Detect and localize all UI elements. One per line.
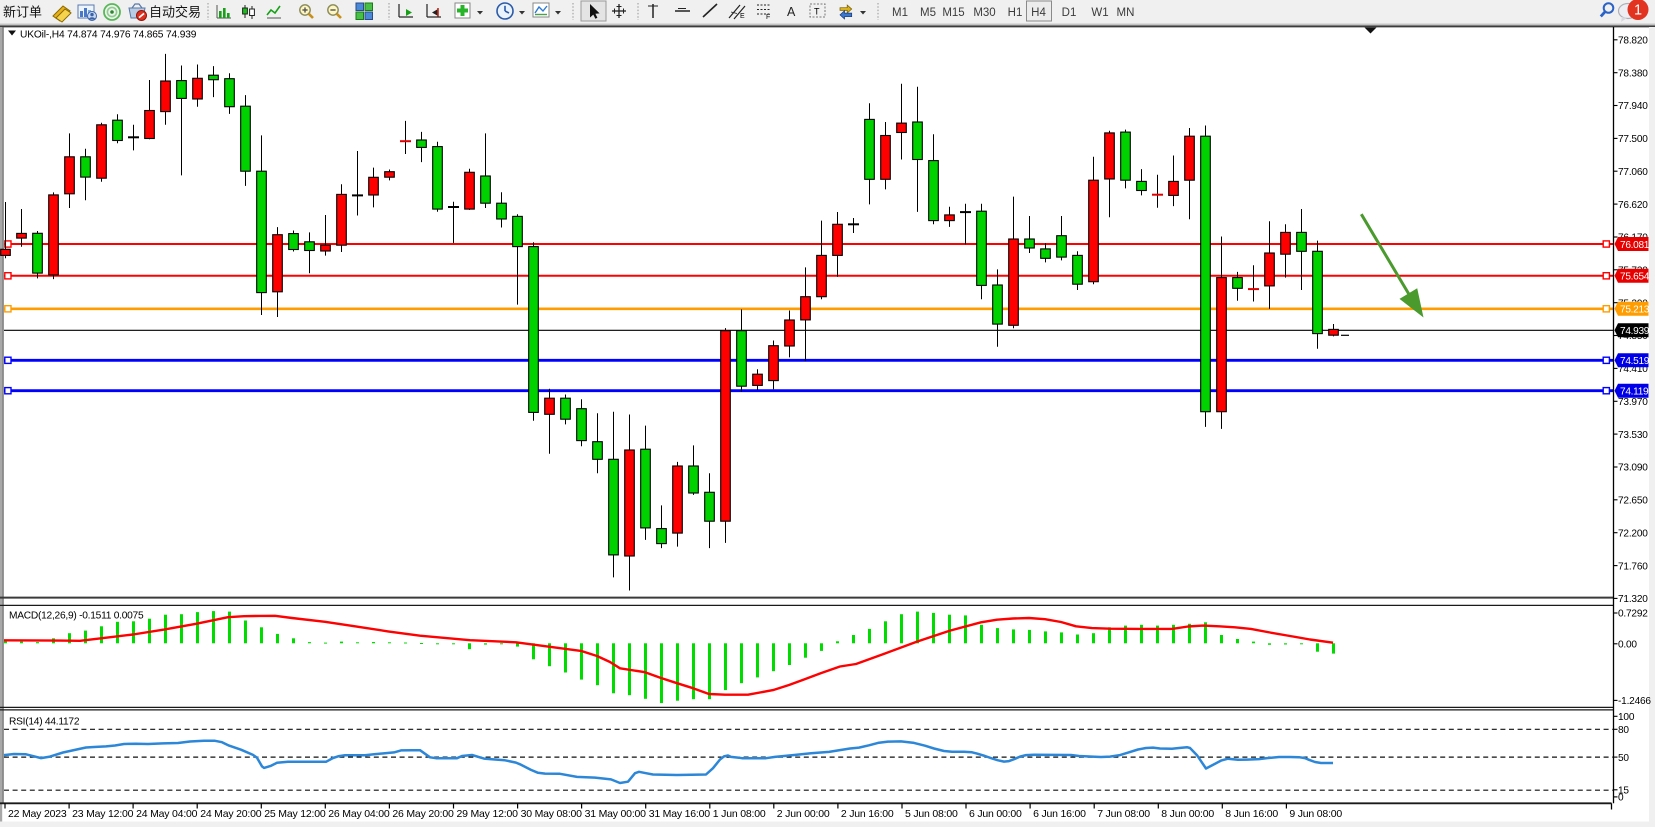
svg-text:50: 50 bbox=[1618, 753, 1629, 764]
svg-text:H1: H1 bbox=[1008, 7, 1023, 19]
svg-text:31 May 00:00: 31 May 00:00 bbox=[585, 808, 647, 820]
svg-text:A: A bbox=[787, 5, 796, 19]
svg-text:75.654: 75.654 bbox=[1620, 272, 1650, 283]
svg-text:78.820: 78.820 bbox=[1618, 36, 1648, 47]
svg-text:8 Jun 00:00: 8 Jun 00:00 bbox=[1161, 808, 1214, 820]
svg-text:73.090: 73.090 bbox=[1618, 463, 1648, 474]
svg-text:71.760: 71.760 bbox=[1618, 561, 1648, 572]
svg-text:77.060: 77.060 bbox=[1618, 167, 1648, 178]
svg-text:74.410: 74.410 bbox=[1618, 364, 1648, 375]
svg-text:F: F bbox=[766, 14, 770, 21]
svg-text:1: 1 bbox=[1634, 3, 1642, 19]
svg-text:T: T bbox=[814, 7, 820, 17]
svg-text:0.00: 0.00 bbox=[1618, 640, 1637, 651]
svg-text:25 May 12:00: 25 May 12:00 bbox=[264, 808, 326, 820]
svg-text:76.620: 76.620 bbox=[1618, 200, 1648, 211]
svg-text:6 Jun 16:00: 6 Jun 16:00 bbox=[1033, 808, 1086, 820]
svg-text:新订单: 新订单 bbox=[3, 5, 42, 20]
svg-text:100: 100 bbox=[1618, 712, 1635, 723]
svg-text:UKOil-,H4 74.874 74.976 74.86: UKOil-,H4 74.874 74.976 74.865 74.939 bbox=[20, 29, 197, 40]
svg-text:24 May 04:00: 24 May 04:00 bbox=[136, 808, 198, 820]
svg-text:71.320: 71.320 bbox=[1618, 594, 1648, 605]
svg-text:9 Jun 08:00: 9 Jun 08:00 bbox=[1289, 808, 1342, 820]
svg-text:6 Jun 00:00: 6 Jun 00:00 bbox=[969, 808, 1022, 820]
svg-text:15: 15 bbox=[1618, 786, 1629, 797]
svg-text:75.213: 75.213 bbox=[1620, 305, 1650, 316]
svg-text:72.650: 72.650 bbox=[1618, 496, 1648, 507]
svg-text:29 May 12:00: 29 May 12:00 bbox=[457, 808, 519, 820]
svg-text:73.970: 73.970 bbox=[1618, 397, 1648, 408]
svg-text:W1: W1 bbox=[1091, 7, 1108, 19]
svg-text:H4: H4 bbox=[1031, 7, 1046, 19]
svg-text:77.940: 77.940 bbox=[1618, 101, 1648, 112]
svg-text:D1: D1 bbox=[1062, 7, 1077, 19]
svg-text:24 May 20:00: 24 May 20:00 bbox=[200, 808, 262, 820]
svg-text:80: 80 bbox=[1618, 725, 1629, 736]
svg-text:MN: MN bbox=[1117, 7, 1135, 19]
svg-text:2 Jun 16:00: 2 Jun 16:00 bbox=[841, 808, 894, 820]
svg-text:23 May 12:00: 23 May 12:00 bbox=[72, 808, 134, 820]
svg-text:7 Jun 08:00: 7 Jun 08:00 bbox=[1097, 808, 1150, 820]
svg-text:M1: M1 bbox=[892, 7, 908, 19]
svg-text:0: 0 bbox=[1618, 793, 1624, 804]
svg-text:8 Jun 16:00: 8 Jun 16:00 bbox=[1225, 808, 1278, 820]
svg-text:1 Jun 08:00: 1 Jun 08:00 bbox=[713, 808, 766, 820]
svg-text:M5: M5 bbox=[920, 7, 936, 19]
svg-text:72.200: 72.200 bbox=[1618, 528, 1648, 539]
svg-text:74.119: 74.119 bbox=[1620, 387, 1649, 398]
svg-text:26 May 20:00: 26 May 20:00 bbox=[392, 808, 454, 820]
svg-text:73.530: 73.530 bbox=[1618, 430, 1648, 441]
svg-text:74.939: 74.939 bbox=[1620, 326, 1650, 337]
svg-text:M30: M30 bbox=[973, 7, 995, 19]
svg-text:31 May 16:00: 31 May 16:00 bbox=[649, 808, 711, 820]
svg-text:E: E bbox=[740, 13, 745, 20]
svg-text:-1.2466: -1.2466 bbox=[1618, 696, 1651, 707]
svg-text:30 May 08:00: 30 May 08:00 bbox=[521, 808, 583, 820]
svg-text:5 Jun 08:00: 5 Jun 08:00 bbox=[905, 808, 958, 820]
svg-text:78.380: 78.380 bbox=[1618, 68, 1648, 79]
svg-text:2 Jun 00:00: 2 Jun 00:00 bbox=[777, 808, 830, 820]
svg-text:77.500: 77.500 bbox=[1618, 134, 1648, 145]
svg-text:22 May 2023: 22 May 2023 bbox=[8, 808, 67, 820]
svg-text:M15: M15 bbox=[942, 7, 964, 19]
svg-text:RSI(14) 44.1172: RSI(14) 44.1172 bbox=[9, 716, 80, 727]
svg-text:0.7292: 0.7292 bbox=[1618, 609, 1648, 620]
svg-text:74.519: 74.519 bbox=[1620, 356, 1650, 367]
svg-text:76.081: 76.081 bbox=[1620, 240, 1650, 251]
svg-text:26 May 04:00: 26 May 04:00 bbox=[328, 808, 390, 820]
svg-text:MACD(12,26,9) -0.1511 0.0075: MACD(12,26,9) -0.1511 0.0075 bbox=[9, 610, 144, 621]
svg-text:自动交易: 自动交易 bbox=[149, 5, 201, 20]
